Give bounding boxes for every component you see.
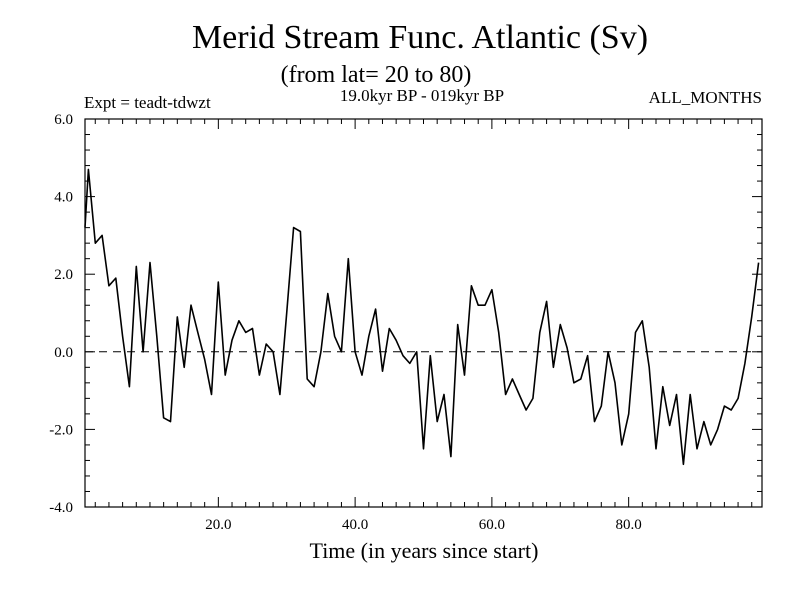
x-tick-label: 60.0 [479,517,505,533]
x-tick-label: 20.0 [205,517,231,533]
y-tick-label: 2.0 [54,267,73,283]
axis-tick-labels: 20.0 40.0 60.0 80.0 -4.0 -2.0 0.0 2.0 4.0 6.0 [49,112,642,533]
y-tick-label: 4.0 [54,190,73,206]
x-tick-label: 40.0 [342,517,368,533]
months-label: ALL_MONTHS [649,88,762,107]
experiment-label: Expt = teadt-tdwzt [84,93,211,112]
y-tick-label: -4.0 [49,500,73,516]
chart-subtitle: (from lat= 20 to 80) [281,62,472,88]
y-tick-label: -2.0 [49,422,73,438]
y-tick-label: 0.0 [54,345,73,361]
y-tick-label: 6.0 [54,112,73,128]
period-label: 19.0kyr BP - 019kyr BP [340,86,504,105]
chart-title: Merid Stream Func. Atlantic (Sv) [192,19,648,56]
series-line [84,168,760,466]
x-tick-label: 80.0 [616,517,642,533]
x-axis-label: Time (in years since start) [310,538,539,563]
plot-frame [84,118,763,508]
